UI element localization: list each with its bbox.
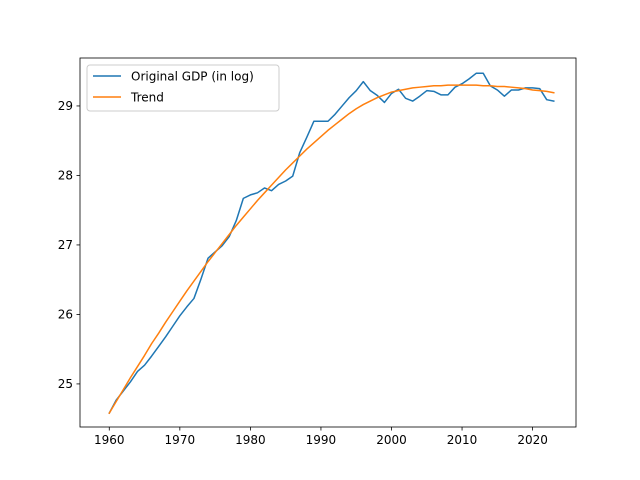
series-layer bbox=[108, 72, 555, 415]
plot-background bbox=[80, 58, 576, 427]
x-tick-label: 1990 bbox=[306, 433, 337, 447]
legend-label: Original GDP (in log) bbox=[131, 70, 254, 84]
x-tick-label: 1960 bbox=[94, 433, 125, 447]
y-tick-label: 27 bbox=[58, 238, 73, 252]
y-tick-label: 25 bbox=[58, 377, 73, 391]
axes-layer: 1960 1970 1980 1990 2000 2010 2020 25 26 27 28 29 bbox=[58, 57, 577, 447]
y-tick-label: 28 bbox=[58, 169, 73, 183]
y-tick-label: 26 bbox=[58, 308, 73, 322]
y-tick-label: 29 bbox=[58, 99, 73, 113]
x-tick-label: 1980 bbox=[235, 433, 266, 447]
x-tick-label: 2020 bbox=[517, 433, 548, 447]
series-line-original-gdp bbox=[108, 72, 555, 415]
series-line-trend bbox=[108, 84, 555, 415]
legend-box bbox=[86, 64, 280, 112]
x-tick-label: 2000 bbox=[376, 433, 407, 447]
legend-label: Trend bbox=[130, 91, 164, 105]
legend: Original GDP (in log) Trend bbox=[86, 64, 280, 112]
x-tick-label: 2010 bbox=[447, 433, 478, 447]
plot-area bbox=[80, 58, 576, 427]
x-tick-label: 1970 bbox=[165, 433, 196, 447]
axes-frame bbox=[79, 57, 577, 428]
